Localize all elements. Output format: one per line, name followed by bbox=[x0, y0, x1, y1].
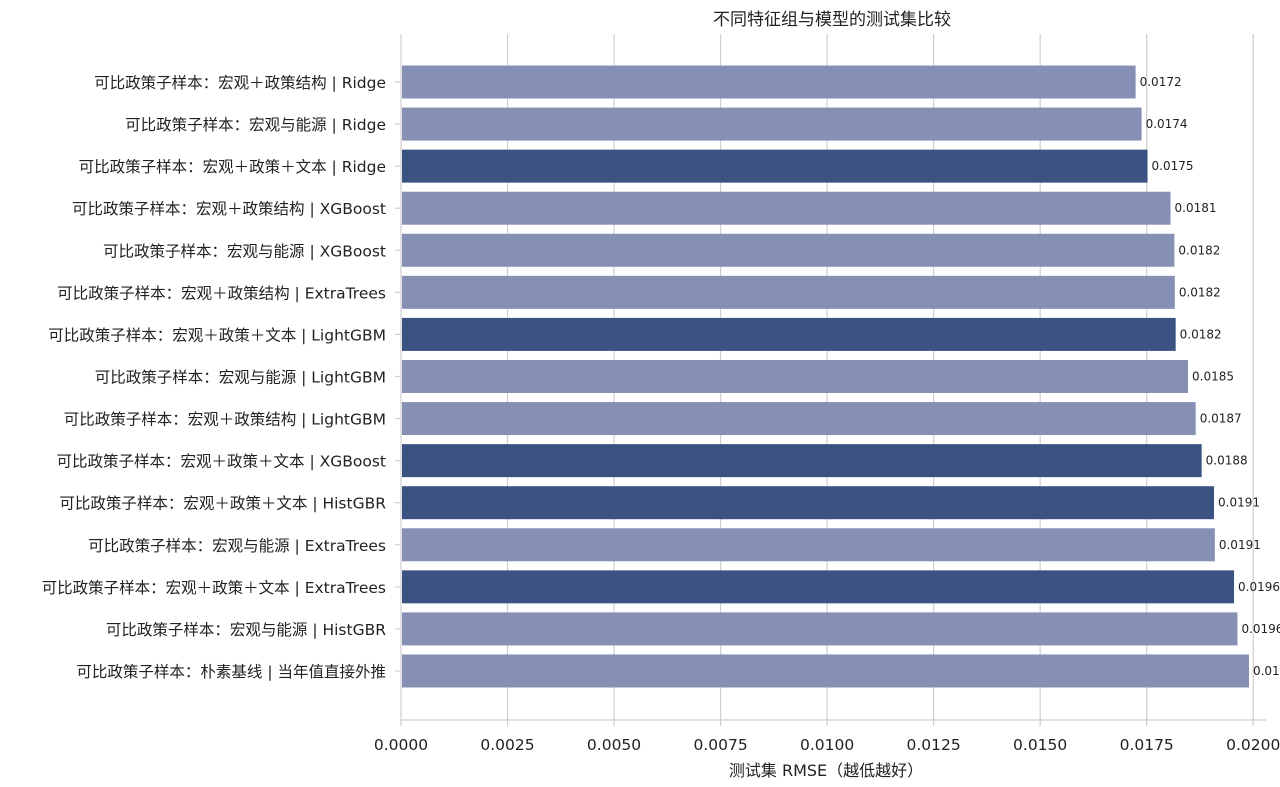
bar bbox=[402, 444, 1202, 478]
x-tick-label: 0.0125 bbox=[907, 736, 961, 754]
value-label: 0.0182 bbox=[1179, 285, 1221, 299]
category-label-layer: 可比政策子样本：宏观＋政策结构 | Ridge 可比政策子样本：宏观与能源 | R… bbox=[42, 74, 401, 681]
value-label: 0.0182 bbox=[1178, 243, 1220, 257]
value-label: 0.0191 bbox=[1219, 538, 1261, 552]
bar bbox=[402, 275, 1175, 309]
x-tick-layer: 0.0000 0.0025 0.0050 0.0075 0.0100 0.0125 0.01… bbox=[374, 720, 1280, 754]
bar bbox=[402, 107, 1142, 141]
bar bbox=[402, 317, 1176, 351]
x-tick-label: 0.0000 bbox=[374, 736, 428, 754]
category-label: 可比政策子样本：宏观＋政策＋文本 | HistGBR bbox=[59, 495, 386, 513]
value-label: 0.0191 bbox=[1218, 496, 1260, 510]
x-axis-label: 测试集 RMSE（越低越好） bbox=[729, 761, 923, 780]
category-label: 可比政策子样本：朴素基线 | 当年值直接外推 bbox=[76, 663, 386, 681]
bar-layer bbox=[402, 65, 1249, 688]
value-label: 0.0196 bbox=[1241, 622, 1280, 636]
bar bbox=[402, 191, 1171, 225]
value-label: 0.0175 bbox=[1152, 159, 1194, 173]
bar bbox=[402, 612, 1238, 646]
bar bbox=[402, 402, 1196, 436]
value-label: 0.0187 bbox=[1200, 412, 1242, 426]
x-tick-label: 0.0025 bbox=[480, 736, 534, 754]
category-label: 可比政策子样本：宏观＋政策结构 | XGBoost bbox=[72, 200, 386, 218]
value-label: 0.0181 bbox=[1175, 201, 1217, 215]
category-label: 可比政策子样本：宏观与能源 | ExtraTrees bbox=[88, 537, 386, 555]
value-label: 0.0196 bbox=[1238, 580, 1280, 594]
bar bbox=[402, 149, 1148, 183]
category-label: 可比政策子样本：宏观＋政策＋文本 | LightGBM bbox=[48, 326, 386, 344]
bar bbox=[402, 486, 1215, 520]
category-label: 可比政策子样本：宏观＋政策＋文本 | Ridge bbox=[79, 158, 386, 176]
category-label: 可比政策子样本：宏观与能源 | LightGBM bbox=[95, 368, 386, 386]
chart-title: 不同特征组与模型的测试集比较 bbox=[713, 10, 951, 30]
x-tick-label: 0.0100 bbox=[800, 736, 854, 754]
value-label: 0.0199 bbox=[1253, 664, 1280, 678]
category-label: 可比政策子样本：宏观＋政策结构 | Ridge bbox=[94, 74, 386, 92]
bar bbox=[402, 65, 1136, 99]
category-label: 可比政策子样本：宏观＋政策＋文本 | ExtraTrees bbox=[42, 579, 386, 597]
bar bbox=[402, 359, 1189, 393]
value-label: 0.0172 bbox=[1140, 75, 1182, 89]
x-tick-label: 0.0175 bbox=[1120, 736, 1174, 754]
x-tick-label: 0.0150 bbox=[1013, 736, 1067, 754]
value-label: 0.0182 bbox=[1180, 327, 1222, 341]
category-label: 可比政策子样本：宏观＋政策结构 | LightGBM bbox=[64, 411, 386, 429]
category-label: 可比政策子样本：宏观与能源 | HistGBR bbox=[106, 621, 386, 639]
bar bbox=[402, 233, 1175, 267]
category-label: 可比政策子样本：宏观与能源 | XGBoost bbox=[103, 242, 386, 260]
x-tick-label: 0.0200 bbox=[1226, 736, 1280, 754]
category-label: 可比政策子样本：宏观与能源 | Ridge bbox=[125, 116, 386, 134]
value-label: 0.0174 bbox=[1146, 117, 1188, 131]
value-label: 0.0185 bbox=[1192, 369, 1234, 383]
x-tick-label: 0.0050 bbox=[587, 736, 641, 754]
bar bbox=[402, 528, 1215, 562]
category-label: 可比政策子样本：宏观＋政策结构 | ExtraTrees bbox=[57, 284, 386, 302]
x-tick-label: 0.0075 bbox=[693, 736, 747, 754]
bar bbox=[402, 570, 1235, 604]
value-label: 0.0188 bbox=[1206, 454, 1248, 468]
value-label-layer: 0.0172 0.0174 0.0175 0.0181 0.0182 0.0182 0.01… bbox=[1140, 75, 1280, 678]
category-label: 可比政策子样本：宏观＋政策＋文本 | XGBoost bbox=[57, 453, 386, 471]
bar bbox=[402, 654, 1249, 688]
